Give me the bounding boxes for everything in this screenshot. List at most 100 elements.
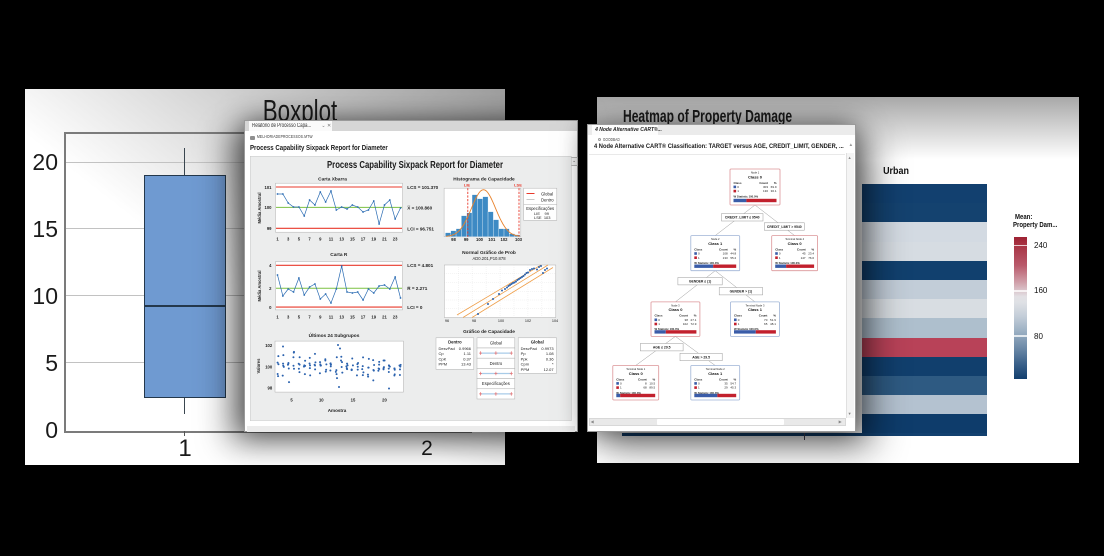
svg-text:Normal Gráfico de Prob: Normal Gráfico de Prob bbox=[463, 250, 517, 256]
svg-text:1: 1 bbox=[277, 314, 280, 319]
svg-text:GENDER ≤ (1): GENDER ≤ (1) bbox=[689, 279, 711, 283]
svg-text:1.08: 1.08 bbox=[546, 351, 555, 356]
svg-text:Class 0: Class 0 bbox=[668, 307, 683, 312]
svg-text:13.43: 13.43 bbox=[461, 361, 472, 366]
svg-text:Terminal Node 3: Terminal Node 3 bbox=[745, 303, 764, 307]
svg-text:13: 13 bbox=[340, 314, 345, 319]
svg-text:Terminal Node 4: Terminal Node 4 bbox=[785, 237, 804, 241]
svg-text:76.6: 76.6 bbox=[808, 256, 814, 260]
svg-text:W Statistic 100.0%: W Statistic 100.0% bbox=[654, 327, 679, 331]
svg-text:7: 7 bbox=[309, 236, 312, 241]
svg-text:Carta Xbarra: Carta Xbarra bbox=[319, 176, 348, 182]
svg-text:15: 15 bbox=[351, 397, 356, 402]
svg-text:9: 9 bbox=[320, 314, 323, 319]
svg-text:103: 103 bbox=[544, 215, 551, 220]
svg-text:19: 19 bbox=[372, 314, 377, 319]
svg-text:W Statistic 100.0%: W Statistic 100.0% bbox=[775, 261, 800, 265]
svg-text:0: 0 bbox=[658, 318, 660, 322]
svg-text:PPM: PPM bbox=[521, 367, 530, 372]
svg-text:11: 11 bbox=[329, 236, 334, 241]
svg-text:Class: Class bbox=[694, 377, 702, 381]
svg-text:0.9973: 0.9973 bbox=[542, 346, 555, 351]
svg-text:Global: Global bbox=[531, 339, 544, 344]
svg-text:147: 147 bbox=[801, 256, 806, 260]
svg-text:AGE ≤ 29.5: AGE ≤ 29.5 bbox=[653, 345, 671, 349]
svg-text:2: 2 bbox=[270, 286, 273, 291]
svg-text:0: 0 bbox=[738, 318, 740, 322]
svg-text:Valores: Valores bbox=[256, 358, 261, 374]
svg-text:3: 3 bbox=[287, 236, 290, 241]
svg-text:30.1: 30.1 bbox=[771, 189, 777, 193]
svg-text:130: 130 bbox=[763, 189, 768, 193]
svg-text:%: % bbox=[653, 377, 656, 381]
svg-text:20: 20 bbox=[383, 397, 388, 402]
svg-text:1: 1 bbox=[779, 256, 781, 260]
svg-text:W Statistic 100.0%: W Statistic 100.0% bbox=[694, 391, 719, 395]
svg-text:Dentro: Dentro bbox=[541, 197, 554, 202]
svg-text:Count: Count bbox=[759, 314, 768, 318]
svg-text:100: 100 bbox=[476, 237, 484, 242]
svg-text:0.36: 0.36 bbox=[546, 356, 555, 361]
svg-text:1: 1 bbox=[737, 189, 739, 193]
svg-text:44.8: 44.8 bbox=[730, 252, 736, 256]
svg-text:51.9: 51.9 bbox=[770, 318, 776, 322]
svg-text:1: 1 bbox=[277, 236, 280, 241]
svg-text:Média Amostral: Média Amostral bbox=[257, 270, 262, 301]
svg-text:0: 0 bbox=[620, 381, 622, 385]
svg-text:96: 96 bbox=[445, 319, 449, 323]
svg-text:Process Capability Sixpack Rep: Process Capability Sixpack Report for Di… bbox=[327, 160, 503, 171]
svg-text:Count: Count bbox=[719, 247, 728, 251]
svg-text:Count: Count bbox=[719, 377, 728, 381]
svg-text:Class: Class bbox=[775, 247, 783, 251]
svg-text:5: 5 bbox=[291, 397, 294, 402]
svg-text:%: % bbox=[734, 377, 737, 381]
svg-text:99: 99 bbox=[464, 237, 469, 242]
svg-text:72.9: 72.9 bbox=[691, 322, 697, 326]
svg-text:99: 99 bbox=[267, 226, 272, 231]
svg-text:21: 21 bbox=[383, 314, 388, 319]
svg-text:133: 133 bbox=[723, 256, 728, 260]
svg-text:Especificações: Especificações bbox=[527, 206, 555, 211]
svg-text:35: 35 bbox=[724, 381, 728, 385]
svg-text:Class: Class bbox=[733, 181, 741, 185]
svg-text:11: 11 bbox=[329, 314, 334, 319]
svg-text:1: 1 bbox=[738, 322, 740, 326]
svg-text:Gráfico de Capacidade: Gráfico de Capacidade bbox=[463, 329, 515, 335]
svg-text:1: 1 bbox=[658, 322, 660, 326]
svg-text:LCS = 4.801: LCS = 4.801 bbox=[408, 263, 434, 268]
svg-text:%: % bbox=[811, 247, 814, 251]
svg-text:Class 1: Class 1 bbox=[748, 307, 763, 312]
svg-text:38: 38 bbox=[685, 318, 689, 322]
svg-text:Dentro: Dentro bbox=[449, 339, 463, 344]
svg-text:X̅ = 100.860: X̅ = 100.860 bbox=[407, 204, 433, 210]
svg-text:LCI = 96.751: LCI = 96.751 bbox=[408, 226, 435, 231]
svg-text:Node 2: Node 2 bbox=[711, 237, 720, 241]
svg-text:1.11: 1.11 bbox=[464, 351, 472, 356]
svg-text:0.9966: 0.9966 bbox=[459, 346, 472, 351]
svg-text:LSE: LSE bbox=[515, 182, 523, 187]
svg-text:19: 19 bbox=[372, 236, 377, 241]
svg-text:4: 4 bbox=[270, 263, 273, 268]
svg-text:Count: Count bbox=[759, 181, 768, 185]
svg-text:Count: Count bbox=[797, 247, 806, 251]
svg-text:Class: Class bbox=[616, 377, 624, 381]
svg-text:89.5: 89.5 bbox=[649, 386, 655, 390]
svg-text:21: 21 bbox=[383, 236, 388, 241]
svg-text:Terminal Node 1: Terminal Node 1 bbox=[626, 367, 645, 371]
svg-text:70: 70 bbox=[764, 318, 768, 322]
svg-text:Node 3: Node 3 bbox=[671, 303, 680, 307]
svg-text:13: 13 bbox=[340, 236, 345, 241]
svg-text:Count: Count bbox=[638, 377, 647, 381]
svg-text:CREDIT_LIMIT ≤ 9540: CREDIT_LIMIT ≤ 9540 bbox=[725, 216, 760, 220]
svg-text:Terminal Node 2: Terminal Node 2 bbox=[706, 367, 725, 371]
svg-text:10.5: 10.5 bbox=[649, 381, 655, 385]
svg-text:98: 98 bbox=[452, 237, 457, 242]
svg-text:0: 0 bbox=[737, 185, 739, 189]
svg-text:CREDIT_LIMIT > 9540: CREDIT_LIMIT > 9540 bbox=[767, 225, 802, 229]
svg-text:Dentro: Dentro bbox=[490, 361, 503, 366]
svg-text:5: 5 bbox=[298, 236, 301, 241]
svg-text:CpK: CpK bbox=[439, 356, 447, 361]
svg-text:W Statistic 100.0%: W Statistic 100.0% bbox=[616, 391, 641, 395]
svg-text:%: % bbox=[774, 181, 777, 185]
svg-text:29: 29 bbox=[724, 386, 728, 390]
